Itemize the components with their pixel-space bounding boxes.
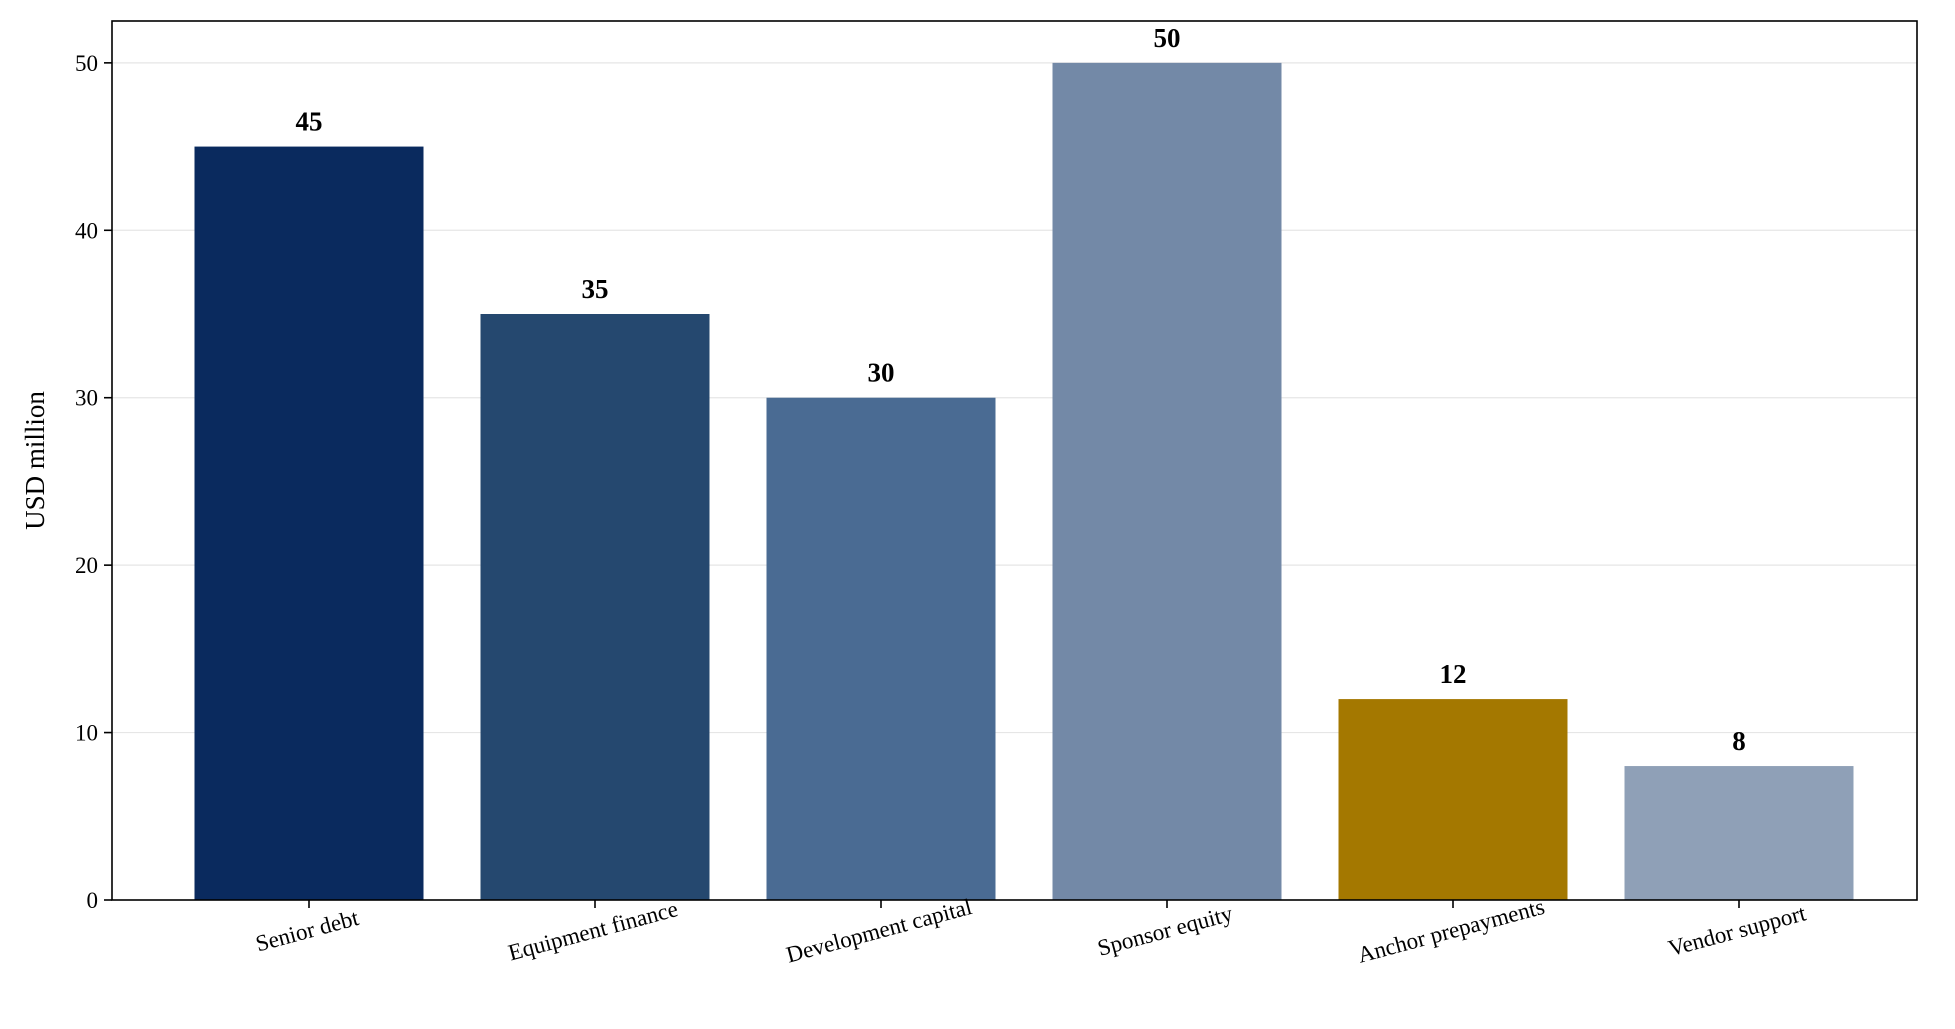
y-tick-label-50: 50 bbox=[75, 51, 98, 76]
y-tick-label-30: 30 bbox=[75, 386, 98, 411]
value-label-5: 8 bbox=[1732, 726, 1746, 756]
x-tick-label-0: Senior debt bbox=[253, 905, 362, 957]
x-tick-label-4: Anchor prepayments bbox=[1355, 894, 1547, 968]
bar-3 bbox=[1052, 62, 1282, 901]
y-axis-title: USD million bbox=[20, 391, 50, 530]
value-label-3: 50 bbox=[1154, 23, 1181, 53]
plot-frame bbox=[111, 20, 1918, 901]
value-label-2: 30 bbox=[868, 358, 895, 388]
bar-2 bbox=[766, 397, 996, 900]
bars bbox=[194, 62, 1854, 901]
x-tick-label-2: Development capital bbox=[784, 894, 975, 968]
x-tick-label-5: Vendor support bbox=[1666, 900, 1809, 961]
value-label-4: 12 bbox=[1440, 659, 1467, 689]
bar-4 bbox=[1338, 699, 1568, 900]
y-tick-label-20: 20 bbox=[75, 553, 98, 578]
x-tick-label-3: Sponsor equity bbox=[1095, 901, 1236, 961]
bar-5 bbox=[1624, 766, 1854, 900]
value-label-0: 45 bbox=[296, 107, 323, 137]
value-label-1: 35 bbox=[582, 274, 609, 304]
y-tick-label-40: 40 bbox=[75, 218, 98, 243]
bar-0 bbox=[194, 146, 424, 901]
y-axis: 0 10 20 30 40 50 bbox=[75, 51, 112, 913]
value-labels: 45 35 30 50 12 8 bbox=[296, 23, 1746, 756]
bar-1 bbox=[480, 314, 710, 900]
y-tick-label-10: 10 bbox=[75, 721, 98, 746]
y-tick-label-0: 0 bbox=[87, 888, 99, 913]
x-axis: Senior debt Equipment finance Development … bbox=[253, 894, 1809, 968]
x-tick-label-1: Equipment finance bbox=[506, 896, 681, 965]
